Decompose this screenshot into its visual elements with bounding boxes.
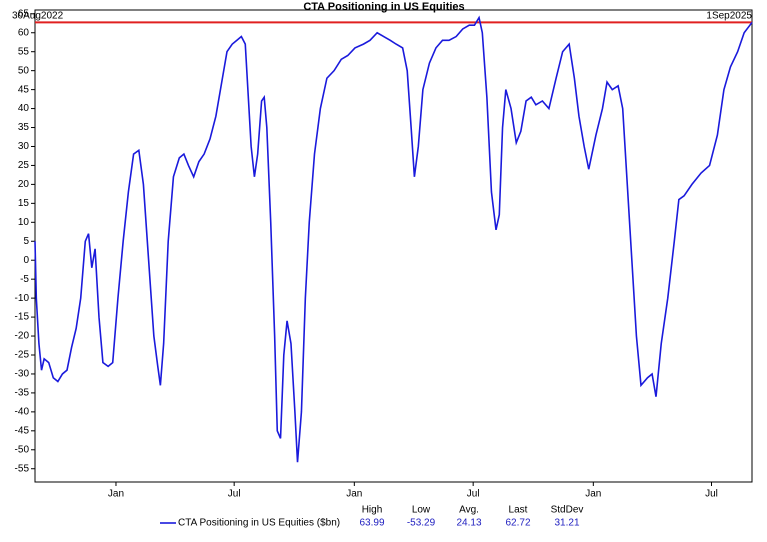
- y-tick-label: 30: [18, 141, 30, 152]
- y-tick-label: -35: [15, 388, 30, 399]
- x-tick-label: Jan: [108, 489, 124, 500]
- y-tick-label: -45: [15, 425, 30, 436]
- stat-value: 62.72: [505, 518, 530, 529]
- stat-value: 24.13: [456, 518, 481, 529]
- stat-label: Low: [412, 505, 431, 516]
- chart-title: CTA Positioning in US Equities: [303, 1, 464, 13]
- x-tick-label: Jul: [467, 489, 480, 500]
- y-tick-label: -5: [20, 274, 29, 285]
- y-tick-label: -15: [15, 312, 30, 323]
- stat-label: High: [362, 505, 383, 516]
- y-tick-label: 40: [18, 103, 30, 114]
- x-tick-label: Jul: [228, 489, 241, 500]
- y-tick-label: -25: [15, 350, 30, 361]
- stat-label: Avg.: [459, 505, 479, 516]
- y-tick-label: 35: [18, 122, 30, 133]
- y-tick-label: -10: [15, 293, 30, 304]
- y-tick-label: 50: [18, 65, 30, 76]
- series-line: [34, 15, 753, 463]
- y-tick-label: -20: [15, 331, 30, 342]
- stat-label: Last: [509, 505, 528, 516]
- stat-value: -53.29: [407, 518, 436, 529]
- stat-value: 31.21: [554, 518, 579, 529]
- x-tick-label: Jul: [705, 489, 718, 500]
- y-tick-label: -50: [15, 444, 30, 455]
- y-tick-label: 20: [18, 179, 30, 190]
- y-tick-label: 15: [18, 198, 30, 209]
- y-tick-label: -40: [15, 407, 30, 418]
- y-tick-label: 55: [18, 46, 30, 57]
- stat-value: 63.99: [359, 518, 384, 529]
- y-tick-label: 45: [18, 84, 30, 95]
- y-tick-label: 60: [18, 27, 30, 38]
- y-tick-label: 5: [23, 236, 29, 247]
- end-label: 1Sep2025: [706, 11, 752, 22]
- legend-label: CTA Positioning in US Equities ($bn): [178, 518, 340, 529]
- y-tick-label: 10: [18, 217, 30, 228]
- start-label: 30Aug2022: [12, 11, 64, 22]
- y-tick-label: 25: [18, 160, 30, 171]
- y-tick-label: 65: [18, 8, 30, 19]
- y-tick-label: 0: [23, 255, 29, 266]
- plot-frame: [34, 9, 753, 483]
- stat-label: StdDev: [551, 505, 584, 516]
- x-tick-label: Jan: [585, 489, 601, 500]
- y-tick-label: -55: [15, 463, 30, 474]
- y-tick-label: -30: [15, 369, 30, 380]
- x-tick-label: Jan: [346, 489, 362, 500]
